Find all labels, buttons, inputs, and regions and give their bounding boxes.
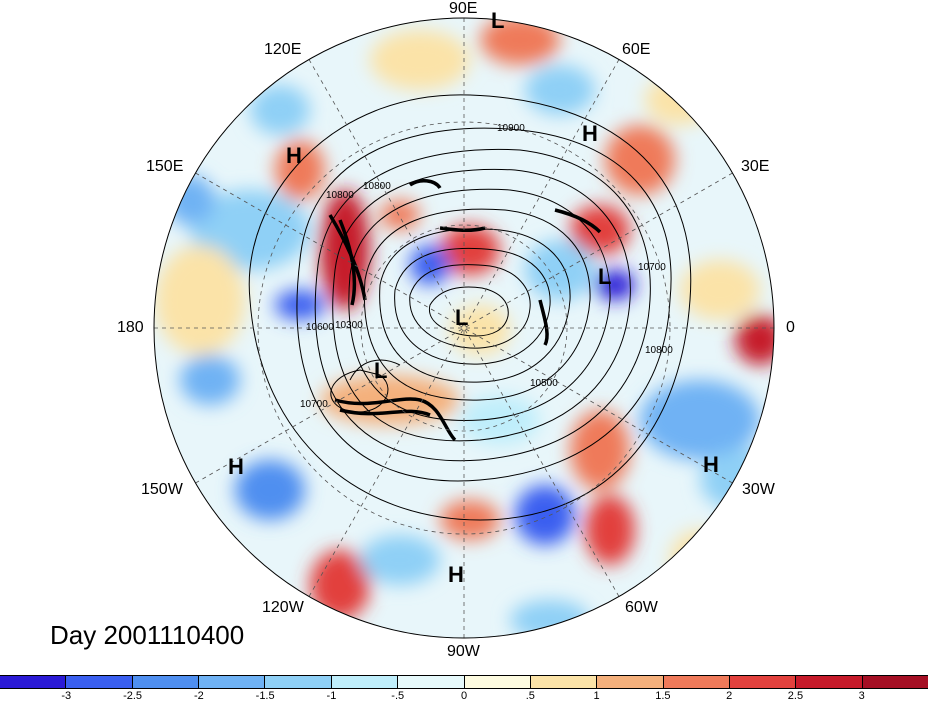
colorbar-segment (597, 676, 664, 688)
high-pressure-marker: H (448, 562, 464, 587)
lon-label-120w: 120W (262, 599, 304, 616)
lon-label-0: 0 (786, 319, 795, 336)
lon-label-180: 180 (117, 319, 144, 336)
colorbar-segment (265, 676, 332, 688)
colorbar-tick-label: -2 (193, 690, 204, 702)
colorbar-segment (663, 676, 730, 688)
colorbar-segment (66, 676, 133, 688)
colorbar-tick-label: -1 (326, 690, 337, 702)
colorbar-segment (398, 676, 465, 688)
colorbar-segment (464, 676, 531, 688)
high-pressure-marker: H (286, 143, 302, 168)
colorbar-tick-label: 1.5 (655, 690, 671, 702)
lon-label-90w: 90W (447, 643, 480, 660)
colorbar-tick-label: 2 (726, 690, 733, 702)
lon-label-30e: 30E (741, 158, 770, 175)
low-pressure-marker: L (598, 264, 612, 289)
high-pressure-marker: H (228, 454, 244, 479)
lon-label-90e: 90E (449, 0, 478, 17)
colorbar-tick-label: -.5 (391, 690, 405, 702)
colorbar-tick-label: 1 (593, 690, 600, 702)
colorbar-tick-label: -2.5 (123, 690, 143, 702)
colorbar-tick-label: 0 (460, 690, 468, 702)
graticule (154, 18, 774, 638)
colorbar-segment (862, 676, 928, 688)
lon-label-30w: 30W (742, 481, 775, 498)
colorbar-tick-label: -1.5 (255, 690, 275, 702)
colorbar-segment (199, 676, 266, 688)
low-pressure-marker: L (374, 358, 388, 383)
colorbar-segment (729, 676, 797, 688)
colorbar-tick-label: -3 (61, 690, 72, 702)
contour-label: 10600 (306, 322, 334, 333)
day-title: Day 2001110400 (50, 620, 245, 650)
colorbar-segment (331, 676, 399, 688)
contour-label: 10800 (363, 181, 391, 192)
colorbar-segment (0, 676, 67, 688)
lon-label-150w: 150W (141, 481, 183, 498)
lon-label-60w: 60W (625, 599, 658, 616)
lon-label-150e: 150E (146, 158, 184, 175)
colorbar-tick-label: 3 (858, 690, 865, 702)
colorbar-tick-label: .5 (525, 690, 535, 702)
high-pressure-marker: H (703, 452, 719, 477)
contour-label: 10700 (300, 399, 328, 410)
contour-label: 10300 (335, 320, 363, 331)
jet-streaks (328, 179, 602, 442)
height-contours (248, 94, 692, 521)
contour-label: 10800 (326, 190, 354, 201)
colorbar-segment (796, 676, 863, 688)
lon-label-60e: 60E (622, 41, 651, 58)
colorbar (0, 675, 928, 689)
contour-label: 10900 (497, 123, 525, 134)
contour-label: 10700 (638, 262, 666, 273)
lon-label-120e: 120E (264, 41, 302, 58)
colorbar-segment (530, 676, 598, 688)
high-pressure-marker: H (582, 121, 598, 146)
contour-label: 10800 (645, 345, 673, 356)
colorbar-tick-label: 2.5 (787, 690, 804, 702)
anomaly-field (154, 18, 774, 638)
map-border (153, 17, 775, 639)
colorbar-segment (132, 676, 200, 688)
contour-label: 10500 (530, 378, 558, 389)
low-pressure-marker: L (455, 305, 469, 330)
low-pressure-marker: L (491, 8, 505, 33)
